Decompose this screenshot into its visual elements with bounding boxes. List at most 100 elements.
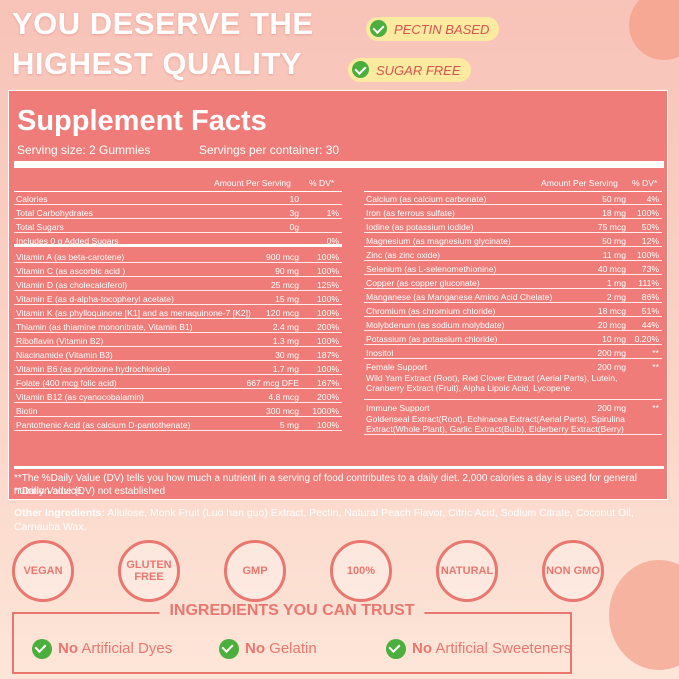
badge-icon: VEGAN [12,540,74,602]
fact-row: Biotin 300 mcg 1000% [14,404,342,417]
fact-row: Iron (as ferrous sulfate) 18 mg 100% [364,206,662,219]
fact-row: Pantothenic Acid (as calcium D-pantothen… [14,418,342,431]
fact-row: Immune Support 200 mg ** Goldenseal Extract… [364,401,662,435]
daily-value: 51% [641,306,659,316]
daily-value: 1% [326,208,339,218]
amount: 18 mg [602,208,626,218]
check-icon [352,61,369,78]
daily-value: 111% [638,278,659,288]
nutrient: Inositol [366,348,394,358]
fact-row: Vitamin E (as d-alpha-tocopheryl acetate… [14,292,342,305]
facts-title: Supplement Facts [17,105,267,137]
daily-value: 100% [317,364,339,374]
fact-row: Total Carbohydrates 3g 1% [14,206,342,219]
fact-row: Inositol 200 mg ** [364,346,662,359]
nutrient: Vitamin C (as ascorbic acid ) [16,266,126,276]
nutrient: Vitamin E (as d-alpha-tocopheryl acetate… [16,294,174,304]
badge-icon: NATURAL [436,540,498,602]
fact-row: Copper (as copper gluconate) 1 mg 111% [364,276,662,289]
fact-row: Vitamin B12 (as cyanocobalamin) 4.8 mcg 20… [14,390,342,403]
trust-item: No Artificial Sweeteners [386,639,572,659]
nutrient: Vitamin B12 (as cyanocobalamin) [16,392,144,402]
badge-icon: NON GMO [542,540,604,602]
nutrient: Folate (400 mcg folic acid) [16,378,117,388]
amount: 300 mcg [266,406,299,416]
amount: 15 mg [275,294,299,304]
nutrient: Vitamin B6 (as pyridoxine hydrochloride) [16,364,171,374]
nutrient: Niacinamide (Vitamin B3) [16,350,113,360]
nutrient: Total Sugars [16,222,64,232]
nutrient: Calories [16,194,48,204]
nutrient: Vitamin D (as cholecalciferol) [16,280,128,290]
amount: 30 mg [275,350,299,360]
amount: 900 mcg [266,252,299,262]
nutrient: Iodine (as potassium iodide) [366,222,474,232]
nutrient: Iron (as ferrous sulfate) [366,208,455,218]
daily-value: 187% [317,350,339,360]
fact-row: Manganese (as Manganese Amino Acid Chela… [364,290,662,303]
emphasis: No [58,640,78,657]
peach-image [629,0,679,60]
item-text: Artificial Dyes [81,640,173,657]
nutrient: Total Carbohydrates [16,208,93,218]
amount: 4.8 mcg [268,392,299,402]
serving-size: Serving size: 2 Gummies [17,143,151,157]
daily-value: 12% [641,236,659,246]
fact-row: Vitamin K (as phylloquinone [K1] and as … [14,306,342,319]
peach-image [609,560,679,670]
detail: Wild Yam Extract (Root), Red Clover Extr… [366,373,618,393]
check-icon [370,20,387,37]
daily-value: 100% [317,308,339,318]
rule [14,191,342,192]
fact-row: Niacinamide (Vitamin B3) 30 mg 187% [14,348,342,361]
fact-row: Vitamin C (as ascorbic acid ) 90 mg 100% [14,264,342,277]
fact-row: Potassium (as potassium chloride) 10 mg 0.… [364,332,662,345]
column-header: % DV* [309,178,335,188]
daily-value: 100% [637,250,659,260]
headline: HIGHEST QUALITY [12,46,302,81]
nutrient: Includes 0 g Added Sugars [16,236,119,246]
emphasis: No [412,640,432,657]
fact-row: Includes 0 g Added Sugars 0% [14,234,342,247]
badge-icon: 100% [330,540,392,602]
rule [364,191,662,192]
nutrient: Zinc (as zinc oxide) [366,250,441,260]
amount: 0g [289,222,299,232]
trust-item: No Artificial Dyes [32,639,173,659]
daily-value: 100% [637,208,659,218]
amount: 1.3 mg [272,336,299,346]
fact-row: Riboflavin (Vitamin B2) 1.3 mg 100% [14,334,342,347]
amount: 50 mg [602,236,626,246]
badge-text: PECTIN BASED [394,22,490,37]
fact-row: Female Support 200 mg ** Wild Yam Extract (… [364,360,662,400]
rule [14,466,664,469]
amount: 200 mg [597,403,626,413]
badge: SUGAR FREE [348,58,471,82]
fact-row: Iodine (as potassium iodide) 75 mcg 50% [364,220,662,233]
check-icon [219,639,239,659]
amount: 25 mcg [270,280,299,290]
trust-item: No Gelatin [219,639,317,659]
nutrient: Molybdenum (as sodium molybdate) [366,320,505,330]
daily-value: 100% [317,420,339,430]
amount: 75 mcg [597,222,626,232]
badge-text: SUGAR FREE [376,63,461,78]
amount: 667 mcg DFE [246,378,299,388]
check-icon [386,639,406,659]
nutrient: Potassium (as potassium chloride) [366,334,498,344]
fact-row: Selenium (as L-selenomethionine) 40 mcg 73… [364,262,662,275]
amount: 200 mg [597,362,626,372]
column-header: Amount Per Serving [541,178,618,188]
fact-row: Vitamin D (as cholecalciferol) 25 mcg 125% [14,278,342,291]
daily-value: 0% [326,236,339,246]
daily-value: 100% [317,294,339,304]
daily-value: 4% [646,194,659,204]
emphasis: No [245,640,265,657]
badge-icon: GMP [224,540,286,602]
nutrient: Thiamin (as thiamine mononitrate, Vitami… [16,322,193,332]
other-ingredients: Other Ingredients: Allulose, Monk Fruit … [14,506,664,534]
item-text: Artificial Sweeteners [435,640,572,657]
detail: Goldenseal Extract(Root), Echinacea Extr… [366,414,625,434]
thick-rule [14,161,664,168]
